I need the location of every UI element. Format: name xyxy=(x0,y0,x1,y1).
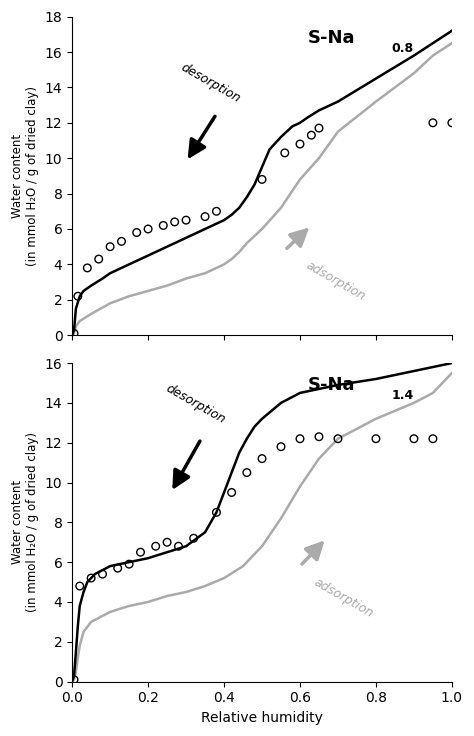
Point xyxy=(213,205,220,217)
X-axis label: Relative humidity: Relative humidity xyxy=(201,711,323,725)
Text: adsorption: adsorption xyxy=(304,259,368,303)
Point xyxy=(70,328,78,339)
Point xyxy=(70,673,78,685)
Text: desorption: desorption xyxy=(163,382,228,427)
Text: S-Na: S-Na xyxy=(308,376,355,394)
Point xyxy=(182,214,190,226)
Point xyxy=(144,223,152,235)
Point xyxy=(137,546,144,558)
Point xyxy=(213,506,220,518)
Point xyxy=(159,219,167,231)
Point xyxy=(277,441,285,453)
Point xyxy=(163,537,171,548)
Point xyxy=(228,486,236,498)
Point xyxy=(76,580,83,592)
Y-axis label: Water content
(in mmol H₂O / g of dried clay): Water content (in mmol H₂O / g of dried … xyxy=(11,432,39,612)
Point xyxy=(125,558,133,570)
Point xyxy=(281,147,289,159)
Point xyxy=(114,562,121,574)
Point xyxy=(315,122,323,134)
Point xyxy=(334,433,342,445)
Point xyxy=(315,431,323,442)
Point xyxy=(243,467,251,478)
Point xyxy=(258,174,266,185)
Point xyxy=(118,236,125,247)
Point xyxy=(410,433,418,445)
Text: 0.8: 0.8 xyxy=(391,42,413,55)
Point xyxy=(372,433,380,445)
Point xyxy=(296,433,304,445)
Point xyxy=(175,540,182,552)
Point xyxy=(429,117,437,129)
Point xyxy=(201,210,209,222)
Point xyxy=(190,532,198,544)
Point xyxy=(296,138,304,150)
Point xyxy=(87,572,95,584)
Point xyxy=(83,262,91,274)
Point xyxy=(106,241,114,252)
Text: adsorption: adsorption xyxy=(311,576,375,620)
Text: 1.4: 1.4 xyxy=(391,389,413,402)
Point xyxy=(74,290,82,302)
Text: desorption: desorption xyxy=(179,60,243,105)
Point xyxy=(429,433,437,445)
Point xyxy=(152,540,159,552)
Point xyxy=(171,216,179,227)
Point xyxy=(448,117,456,129)
Point xyxy=(99,568,106,580)
Point xyxy=(95,253,102,265)
Text: S-Na: S-Na xyxy=(308,29,355,47)
Point xyxy=(258,453,266,464)
Y-axis label: Water content
(in mmol H₂O / g of dried clay): Water content (in mmol H₂O / g of dried … xyxy=(11,86,39,266)
Point xyxy=(308,130,315,141)
Point xyxy=(133,227,140,238)
